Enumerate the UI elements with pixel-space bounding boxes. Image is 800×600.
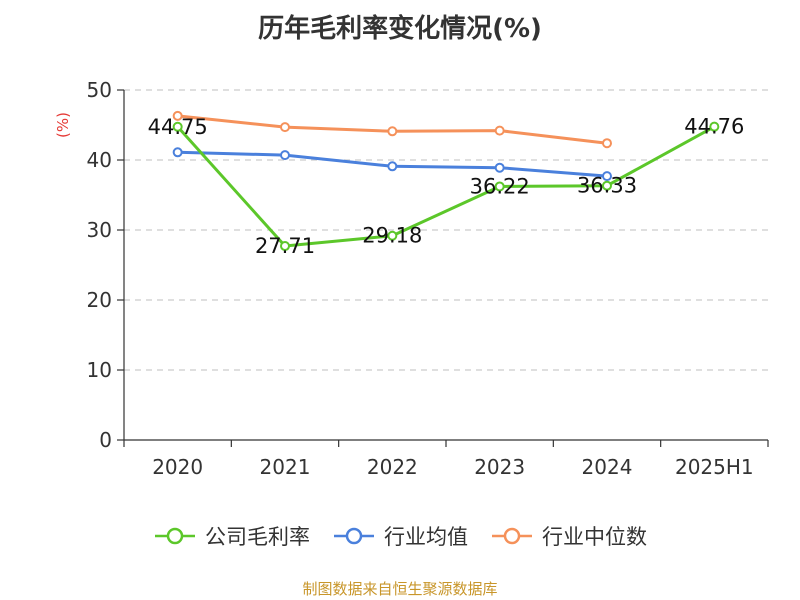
data-point-1: [280, 150, 290, 161]
data-point-1: [602, 171, 612, 182]
data-point-2: [280, 122, 290, 133]
data-point-1: [387, 161, 398, 172]
data-point-0: [280, 241, 290, 252]
data-point-0: [602, 180, 612, 191]
data-point-1: [172, 147, 183, 158]
data-label: 27.71: [255, 234, 315, 258]
legend-marker-industry-median-icon: [492, 527, 532, 545]
data-label: 44.75: [148, 115, 208, 139]
data-point-0: [494, 181, 505, 192]
chart-title: 历年毛利率变化情况(%): [258, 14, 542, 44]
x-tick-label: 2025H1: [675, 455, 754, 479]
x-tick-label: 2024: [582, 455, 633, 479]
y-tick-label: 20: [87, 288, 112, 312]
data-label: 44.76: [684, 115, 744, 139]
data-label: 29.18: [362, 224, 422, 248]
data-label: 36.22: [470, 174, 530, 198]
legend-label-industry-median: 行业中位数: [542, 525, 647, 549]
legend-item-company[interactable]: 公司毛利率: [153, 521, 310, 551]
y-tick-label: 10: [87, 358, 112, 382]
data-point-0: [709, 121, 720, 132]
x-tick-label: 2021: [260, 455, 311, 479]
series-line-0: [176, 125, 716, 248]
x-tick-label: 2022: [367, 455, 418, 479]
legend-label-company: 公司毛利率: [205, 525, 310, 549]
data-point-1: [494, 162, 505, 173]
data-point-0: [387, 230, 398, 241]
legend: 公司毛利率 行业均值 行业中位数: [0, 521, 800, 551]
data-point-0: [172, 121, 183, 132]
data-point-2: [387, 126, 398, 137]
legend-item-industry-mean[interactable]: 行业均值: [332, 521, 468, 551]
source-note: 制图数据来自恒生聚源数据库: [302, 580, 498, 598]
legend-label-industry-mean: 行业均值: [384, 525, 468, 549]
x-tick-label: 2020: [152, 455, 203, 479]
data-point-2: [172, 110, 183, 121]
y-tick-label: 50: [87, 78, 112, 102]
y-axis-label: (%): [54, 112, 72, 138]
y-tick-label: 40: [87, 148, 112, 172]
data-point-2: [602, 138, 612, 149]
legend-item-industry-median[interactable]: 行业中位数: [490, 521, 647, 551]
legend-marker-company-icon: [155, 527, 195, 545]
y-tick-label: 30: [87, 218, 112, 242]
y-tick-label: 0: [99, 428, 112, 452]
legend-marker-industry-mean-icon: [334, 527, 374, 545]
data-label: 36.33: [577, 174, 637, 198]
data-point-2: [494, 125, 505, 136]
x-tick-label: 2023: [474, 455, 525, 479]
